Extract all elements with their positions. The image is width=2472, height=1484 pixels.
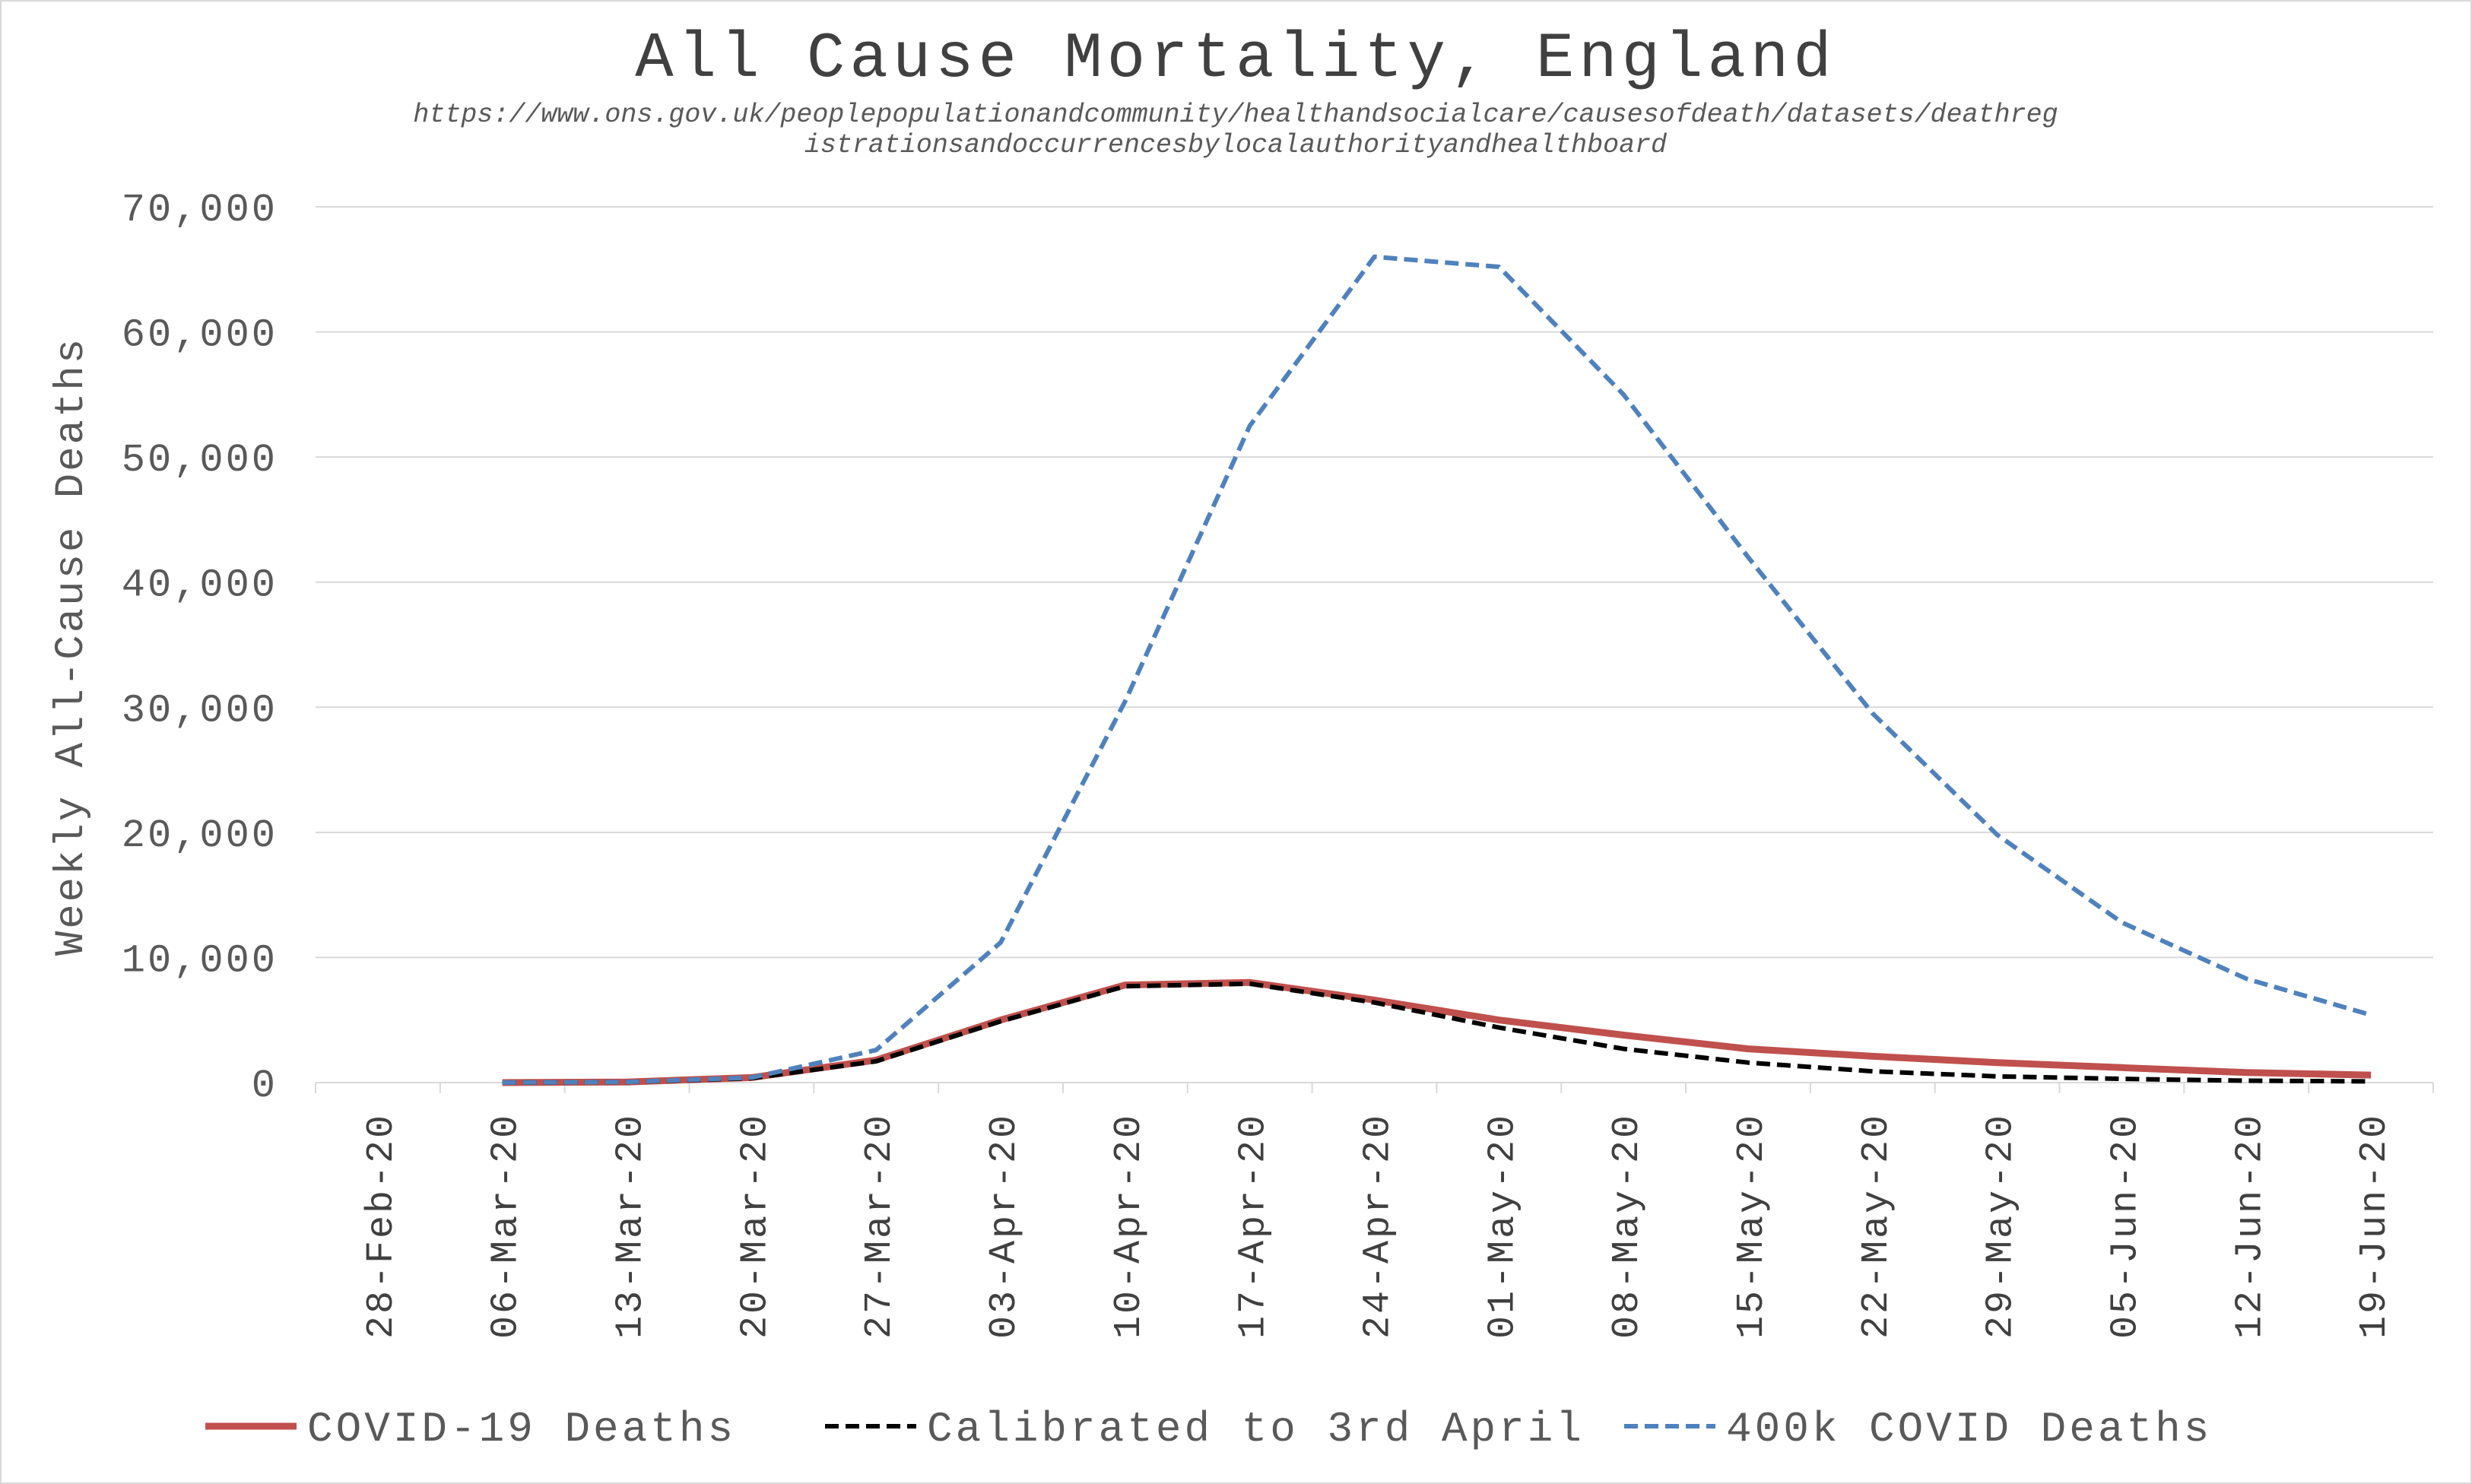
series-line-3 <box>502 254 2372 1085</box>
x-tick-label: 12-Jun-20 <box>2229 1113 2272 1339</box>
x-tick-label: 08-May-20 <box>1606 1113 1649 1339</box>
gridlines <box>316 206 2433 959</box>
y-axis-label: Weekly All-Cause Deaths <box>49 337 95 956</box>
y-tick-label: 30,000 <box>122 688 278 733</box>
legend-label-3: 400k COVID Deaths <box>1726 1405 2212 1454</box>
series-line-2 <box>502 981 2372 1085</box>
x-tick-label: 01-May-20 <box>1481 1113 1525 1339</box>
x-tick-label: 05-Jun-20 <box>2104 1113 2147 1339</box>
x-tick-label: 24-Apr-20 <box>1357 1113 1401 1339</box>
chart-title: All Cause Mortality, England <box>635 24 1836 96</box>
x-tick-label: 19-Jun-20 <box>2353 1113 2397 1339</box>
y-tick-label: 10,000 <box>122 938 278 983</box>
x-tick-label: 17-Apr-20 <box>1233 1113 1276 1339</box>
x-axis: 28-Feb-20 06-Mar-20 13-Mar-20 20-Mar-20 27-M… <box>315 1082 2434 1339</box>
x-tick-label: 15-May-20 <box>1731 1113 1774 1339</box>
y-tick-label: 60,000 <box>122 313 278 358</box>
legend: COVID-19 Deaths Calibrated to 3rd April 40… <box>205 1405 2212 1454</box>
y-tick-label: 70,000 <box>122 188 278 233</box>
chart-subtitle-line-1: https://www.ons.gov.uk/peoplepopulationa… <box>413 100 2058 130</box>
y-tick-label: 0 <box>252 1064 278 1108</box>
series-lines <box>502 254 2372 1086</box>
y-tick-label: 40,000 <box>122 563 278 608</box>
chart-subtitle-line-2: istrationsandoccurrencesbylocalauthority… <box>804 130 1667 160</box>
legend-label-2: Calibrated to 3rd April <box>927 1405 1585 1454</box>
x-tick-label: 22-May-20 <box>1855 1113 1899 1339</box>
y-axis-ticks: 0 10,000 20,000 30,000 40,000 50,000 60,000 70,… <box>122 188 278 1108</box>
x-tick-label: 06-Mar-20 <box>485 1113 528 1339</box>
x-tick-label: 27-Mar-20 <box>858 1113 902 1339</box>
x-tick-label: 10-Apr-20 <box>1108 1113 1151 1339</box>
x-tick-label: 20-Mar-20 <box>734 1113 777 1339</box>
x-tick-label: 13-Mar-20 <box>610 1113 653 1339</box>
legend-label-1: COVID-19 Deaths <box>307 1405 736 1454</box>
x-tick-label: 03-Apr-20 <box>983 1113 1027 1339</box>
x-tick-label: 29-May-20 <box>1980 1113 2023 1339</box>
y-tick-label: 50,000 <box>122 438 278 483</box>
x-tick-label: 28-Feb-20 <box>360 1113 404 1339</box>
y-tick-label: 20,000 <box>122 813 278 858</box>
